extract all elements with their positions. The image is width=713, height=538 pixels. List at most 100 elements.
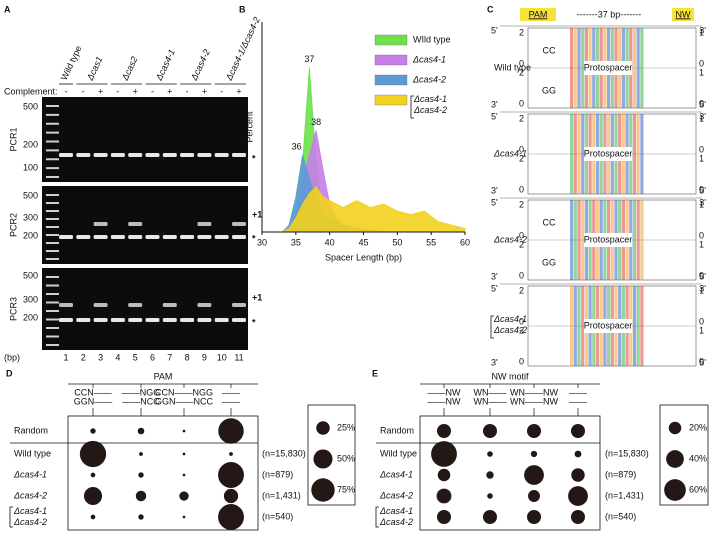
ladder-label: 300 [23,212,38,222]
legend-label: Δcas4-1 Δcas4-2 [414,94,448,115]
gel-image [42,186,248,264]
gel-band [162,235,177,239]
logo-y-tick: 0 [699,58,704,68]
dot [487,493,493,499]
protospacer-stripe [570,28,574,108]
dot [229,452,233,456]
x-tick-label: 30 [257,237,267,247]
complement-sign: + [236,86,241,96]
row-label: Random [380,425,414,435]
row-label: Random [14,425,48,435]
gel-name: PCR1 [8,127,18,151]
count-label: (n=879) [262,469,293,479]
y-axis-label: Percent [244,111,254,143]
dot [182,429,186,433]
strand-end: 3' [699,25,706,35]
logo-letters: CC [543,45,556,55]
band-marker: +1 [252,209,262,219]
protospacer-stripe [636,28,640,108]
gel-band [128,235,143,239]
logo-y-tick: 1 [699,325,704,335]
logo-y-tick: 0 [519,58,524,68]
logo-y-tick: 0 [699,230,704,240]
gel-band [76,153,91,157]
logo-y-tick: 0 [519,270,524,280]
protospacer-stripe [577,200,581,280]
ladder-label: 300 [23,294,38,304]
dot [436,488,452,504]
ladder-band [46,335,59,338]
gel-band [128,303,143,307]
protospacer-stripe [636,114,640,194]
ladder-band [46,140,59,143]
protospacer-stripe [570,114,574,194]
annotation: 36 [292,141,302,151]
dot [137,427,145,435]
lane-number: 2 [81,352,86,362]
column-header: GGN——NCC [155,396,213,406]
size-legend-dot [666,450,684,468]
column-header: WN——NW [510,396,558,406]
size-legend-frame [307,404,356,506]
unit-label: (bp) [4,352,20,362]
strand-end: 3' [699,111,706,121]
protospacer-stripe [573,200,577,280]
ladder-band [46,293,59,295]
logo-y-tick: 0 [519,98,524,108]
logo-y-tick: 0 [699,270,704,280]
dot [83,486,103,506]
dot [527,510,541,524]
gel-band [232,153,246,157]
complement-sign: + [202,86,207,96]
count-label: (n=540) [262,511,293,521]
protospacer-stripe [570,286,574,366]
annotation: 38 [311,117,321,127]
x-tick-label: 40 [325,237,335,247]
gel-band [214,318,229,322]
dot [182,515,186,519]
dot [530,450,538,458]
gel-band [93,222,108,226]
dot [568,486,588,506]
row-label: Δcas4-1 Δcas4-2 [14,506,48,527]
protospacer-stripe [632,114,637,194]
dot-title: PAM [154,371,173,381]
lane-number: 3 [98,352,103,362]
ladder-band [46,218,59,220]
gel-band [180,318,195,322]
ladder-label: 500 [23,270,38,280]
strand-end: 5' [699,99,706,109]
logo-y-tick: 2 [519,285,524,295]
ladder-band [46,284,59,287]
ladder-band [46,122,59,125]
column-header: —— [222,387,240,397]
complement-sign: - [186,86,189,96]
row-separator [500,283,702,285]
logo-y-tick: 2 [519,153,524,163]
gel-band [162,318,177,322]
annotation: 37 [304,54,314,64]
strand-end: 5' [491,111,498,121]
gel-band [93,318,108,322]
column-header: —— [569,387,587,397]
row-label: Δcas4-2 [493,234,527,244]
legend-label: Δcas4-1 [412,54,446,64]
x-tick-label: 55 [426,237,436,247]
column-header: GGN—— [74,396,113,406]
gel-band [180,235,195,239]
strand-end: 5' [699,357,706,367]
dot [527,424,541,438]
genotype-label: Δcas4-1 [153,48,176,83]
strand-end: 3' [699,283,706,293]
row-label: Δcas4-2 [379,490,413,500]
gel-image [42,268,248,350]
panel-label: C [487,4,494,14]
ladder-label: 500 [23,101,38,111]
dot [218,418,244,444]
logo-y-tick: 1 [699,239,704,249]
column-header: ——NW [428,387,461,397]
protospacer-stripe [632,286,637,366]
size-legend-label: 40% [689,453,707,463]
strand-end: 5' [699,185,706,195]
dot [571,468,585,482]
